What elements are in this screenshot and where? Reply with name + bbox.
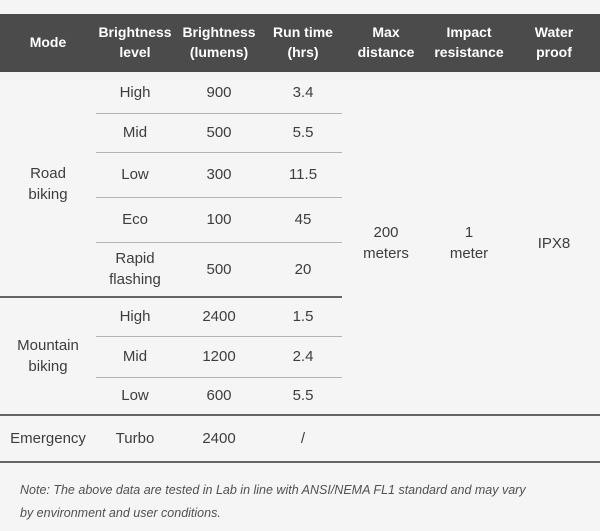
runtime-cell: 1.5 xyxy=(264,297,342,337)
level-cell: Rapid flashing xyxy=(96,242,174,298)
level-cell: Low xyxy=(96,377,174,416)
runtime-cell: 2.4 xyxy=(264,336,342,378)
table-row: Emergency Turbo 2400 / xyxy=(0,415,600,463)
level-cell: Mid xyxy=(96,336,174,378)
level-cell: Turbo xyxy=(96,415,174,463)
column-header-water-proof: Water proof xyxy=(508,14,600,72)
mode-cell-road-biking: Road biking xyxy=(0,72,96,298)
table-row: Road biking High 900 3.4 200 meters 1 me… xyxy=(0,72,600,416)
runtime-cell: 5.5 xyxy=(264,113,342,153)
runtime-cell: 11.5 xyxy=(264,152,342,198)
lumens-cell: 2400 xyxy=(174,415,264,463)
runtime-cell: 20 xyxy=(264,242,342,298)
empty-cell xyxy=(342,415,430,463)
header-row: Mode Brightness level Brightness (lumens… xyxy=(0,14,600,72)
level-cell: High xyxy=(96,297,174,337)
spec-table: Mode Brightness level Brightness (lumens… xyxy=(0,14,600,463)
lumens-cell: 500 xyxy=(174,242,264,298)
level-cell: High xyxy=(96,72,174,114)
level-cell: Eco xyxy=(96,197,174,243)
runtime-cell: 3.4 xyxy=(264,72,342,114)
water-proof-value: IPX8 xyxy=(508,72,600,416)
table-row: Low 300 11.5 xyxy=(0,152,600,198)
column-header-impact-resistance: Impact resistance xyxy=(430,14,508,72)
lumens-cell: 300 xyxy=(174,152,264,198)
runtime-cell: 5.5 xyxy=(264,377,342,416)
lumens-cell: 900 xyxy=(174,72,264,114)
table-row: Rapid flashing 500 20 xyxy=(0,242,600,298)
impact-resistance-value: 1 meter xyxy=(430,72,508,416)
footnote: Note: The above data are tested in Lab i… xyxy=(20,483,526,521)
lumens-cell: 1200 xyxy=(174,336,264,378)
table-row: Mountain biking High 2400 1.5 xyxy=(0,297,600,416)
level-cell: Mid xyxy=(96,113,174,153)
column-header-run-time: Run time (hrs) xyxy=(264,14,342,72)
table-row: Mid 1200 2.4 xyxy=(0,336,600,378)
column-header-brightness-level: Brightness level xyxy=(96,14,174,72)
lumens-cell: 100 xyxy=(174,197,264,243)
column-header-max-distance: Max distance xyxy=(342,14,430,72)
mode-cell-mountain-biking: Mountain biking xyxy=(0,297,96,416)
empty-cell xyxy=(430,415,508,463)
runtime-cell: / xyxy=(264,415,342,463)
table-row: Mid 500 5.5 xyxy=(0,113,600,153)
table-row: Low 600 5.5 xyxy=(0,377,600,416)
table-row: Eco 100 45 xyxy=(0,197,600,243)
runtime-cell: 45 xyxy=(264,197,342,243)
level-cell: Low xyxy=(96,152,174,198)
lumens-cell: 2400 xyxy=(174,297,264,337)
lumens-cell: 600 xyxy=(174,377,264,416)
empty-cell xyxy=(508,415,600,463)
column-header-brightness-lumens: Brightness (lumens) xyxy=(174,14,264,72)
column-header-mode: Mode xyxy=(0,14,96,72)
lumens-cell: 500 xyxy=(174,113,264,153)
max-distance-value: 200 meters xyxy=(342,72,430,416)
mode-cell-emergency: Emergency xyxy=(0,415,96,463)
